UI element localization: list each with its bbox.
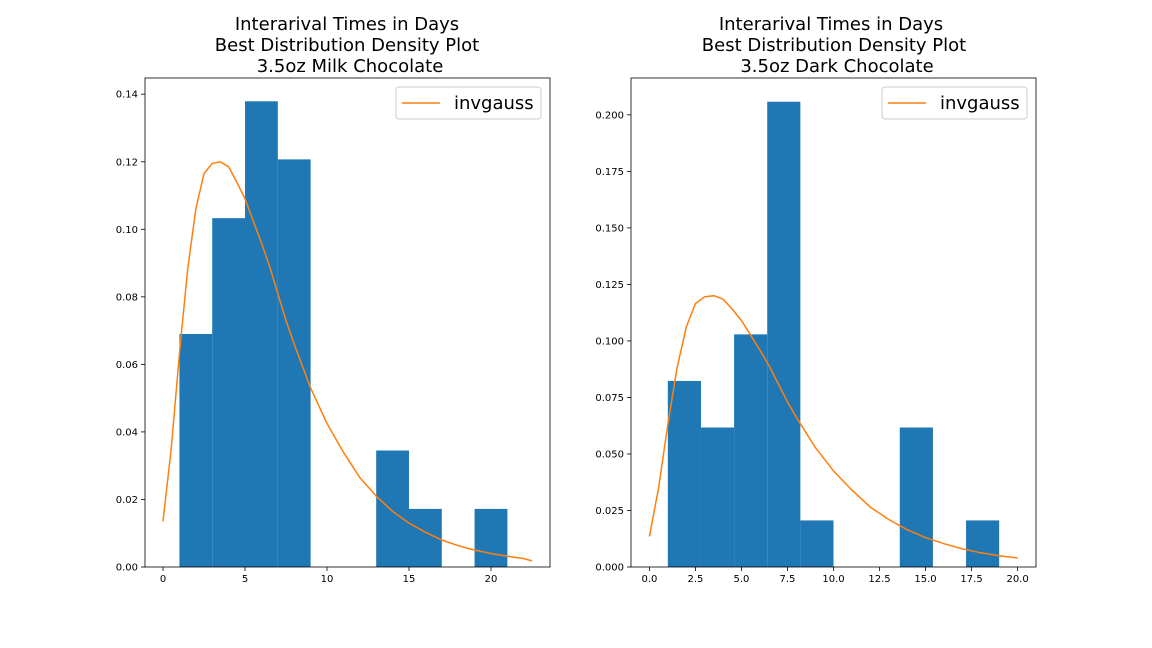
curve-line-invgauss [648,294,1018,559]
chart-dark-chocolate: Interarival Times in Days Best Distribut… [595,14,1037,585]
y-tick-label: 0.000 [595,563,624,574]
y-tick-label: 0.02 [116,495,138,506]
y-tick-label: 0.10 [116,225,138,236]
x-tick-label: 2.5 [687,574,703,585]
x-tick-label: 7.5 [780,574,796,585]
y-tick-label: 0.14 [116,90,138,101]
chart-title-line-2: Best Distribution Density Plot [215,35,479,56]
legend-box [395,86,542,120]
histogram-bar [767,101,801,568]
x-tick-label: 20 [485,574,498,585]
plot-area-milk: 0 5 10 15 20 0.00 0.02 0.04 0.06 0.08 0.10 0.12 0.14… [116,77,551,585]
histogram-bar [800,520,834,567]
y-tick-label: 0.06 [116,360,138,371]
histogram-bar [277,159,311,567]
axes-frame [144,77,551,568]
histogram-bar [734,334,768,567]
histogram-bar [667,380,701,567]
y-tick-label: 0.025 [595,506,624,517]
y-tick-label: 0.04 [116,427,138,438]
y-tick-label: 0.08 [116,292,138,303]
plot-area-dark: 0.0 2.5 5.0 7.5 10.0 12.5 15.0 17.5 20.0 0.000 0.0… [595,77,1037,585]
curve-line-invgauss [162,161,533,562]
x-tick-label: 15 [403,574,416,585]
y-tick-label: 0.200 [595,110,624,121]
y-tick-label: 0.12 [116,157,138,168]
x-tick-label: 20.0 [1006,574,1028,585]
y-tick-label: 0.125 [595,280,624,291]
histogram-bar [700,427,735,567]
histogram-bar [966,520,1000,567]
x-tick-label: 17.5 [960,574,982,585]
y-tick-label: 0.00 [116,563,138,574]
x-tick-label: 5 [242,574,248,585]
histogram-bar [474,508,508,567]
histogram-bar [899,427,933,567]
y-tick-label: 0.100 [595,336,624,347]
chart-title-line-2: Best Distribution Density Plot [702,35,966,56]
x-tick-label: 10 [321,574,334,585]
legend-box [881,86,1028,120]
chart-title-line-3: 3.5oz Dark Chocolate [740,56,933,77]
histogram-bar [212,218,246,567]
y-tick-label: 0.175 [595,167,624,178]
x-tick-label: 0 [160,574,166,585]
x-tick-label: 12.5 [868,574,890,585]
histogram-bar [179,333,213,567]
y-tick-label: 0.150 [595,223,624,234]
chart-title-line-1: Interarival Times in Days [235,14,459,35]
y-tick-label: 0.075 [595,393,624,404]
x-tick-label: 10.0 [822,574,844,585]
histogram-bar [245,101,278,568]
histogram-bar [376,450,409,567]
chart-title-line-3: 3.5oz Milk Chocolate [257,56,444,77]
legend-label: invgauss [940,93,1020,114]
chart-title-line-1: Interarival Times in Days [719,14,943,35]
chart-milk-chocolate: Interarival Times in Days Best Distribut… [116,14,551,585]
legend-label: invgauss [454,93,534,114]
x-tick-label: 15.0 [914,574,936,585]
x-tick-label: 5.0 [734,574,750,585]
x-tick-label: 0.0 [641,574,657,585]
y-tick-label: 0.050 [595,449,624,460]
